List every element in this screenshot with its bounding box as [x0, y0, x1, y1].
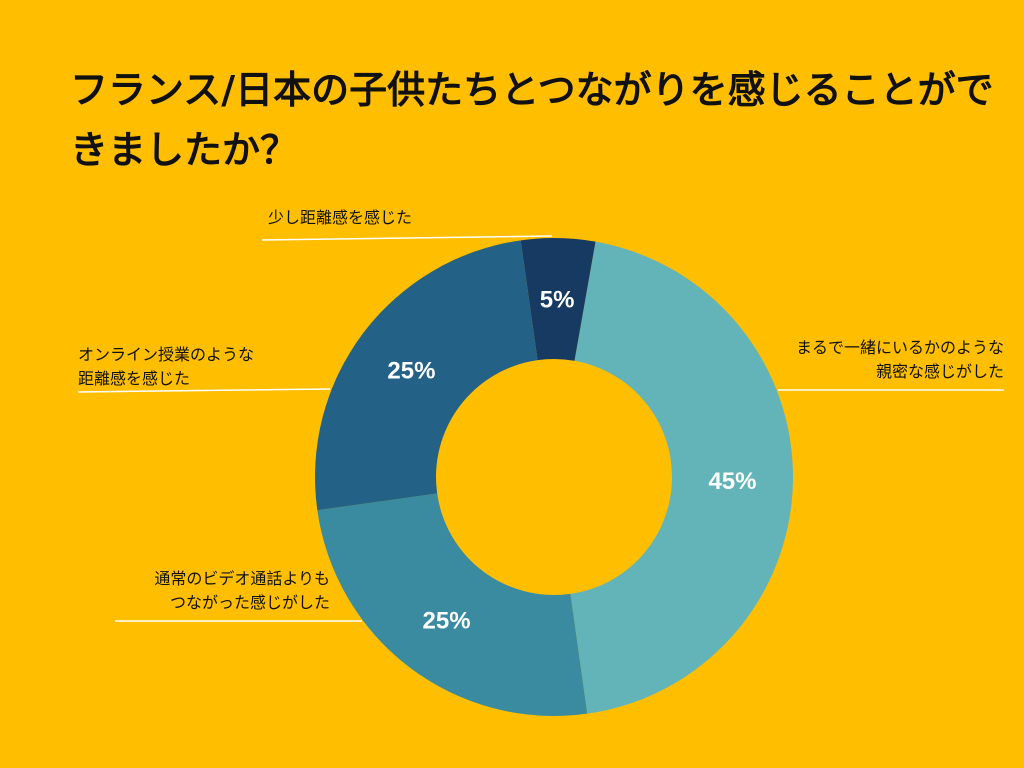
slice-slight-distance: [520, 237, 596, 361]
category-label-online-class-line1: オンライン授業のような: [78, 345, 255, 364]
slice-online-class: [315, 240, 538, 511]
category-label-online-class-line2: 距離感を感じた: [78, 369, 191, 388]
leader-line-online-class: [77, 388, 331, 393]
category-label-intimate-line2: 親密な感じがした: [875, 362, 1004, 381]
category-label-online-class: オンライン授業のような 距離感を感じた: [78, 343, 338, 391]
category-label-slight-distance: 少し距離感を感じた: [268, 206, 528, 230]
chart-title: フランス/日本の子供たちとつながりを感じることができましたか？: [70, 68, 994, 172]
slice-intimate-value: 45%: [708, 468, 756, 495]
category-label-more-connected: 通常のビデオ通話よりも つながった感じがした: [100, 567, 330, 615]
category-label-intimate-line1: まるで一緒にいるかのような: [795, 338, 1004, 357]
slice-slight-distance-value: 5%: [540, 287, 575, 314]
category-label-more-connected-line2: つながった感じがした: [169, 593, 330, 612]
category-label-intimate: まるで一緒にいるかのような 親密な感じがした: [740, 336, 1004, 384]
slice-online-class-value: 25%: [387, 358, 435, 385]
slice-intimate: [570, 241, 794, 714]
leader-line-slight-distance: [261, 235, 553, 241]
slice-more-connected: [317, 493, 588, 716]
slice-more-connected-value: 25%: [423, 608, 471, 635]
category-label-slight-distance-line1: 少し距離感を感じた: [268, 208, 413, 227]
category-label-more-connected-line1: 通常のビデオ通話よりも: [154, 569, 330, 588]
